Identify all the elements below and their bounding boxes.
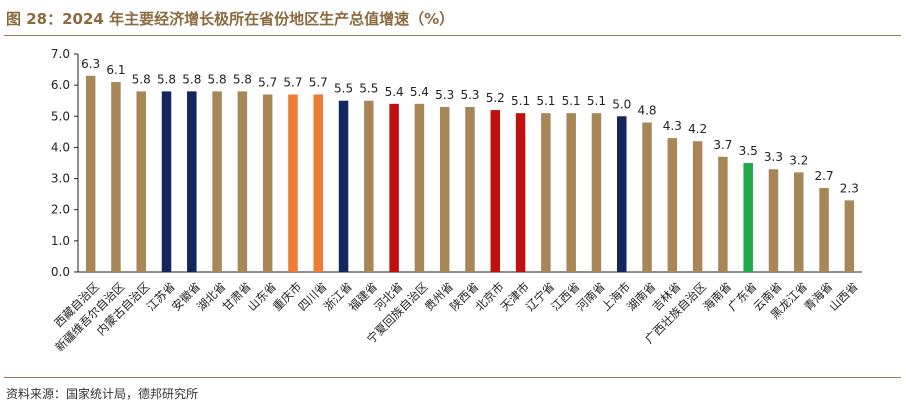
data-label: 5.2 (486, 91, 505, 105)
data-labels-group: 6.3 6.1 5.8 5.8 5.8 5.8 5.8 5.7 5.7 5.7 5.5 5.5 5.4 5… (81, 57, 859, 196)
bar-四川省 (313, 94, 324, 272)
data-label: 4.3 (663, 119, 682, 133)
bar-青海省 (819, 187, 829, 272)
bar-山东省 (262, 94, 273, 272)
data-label: 3.2 (789, 153, 808, 167)
bar-湖北省 (212, 91, 222, 272)
bar-安徽省 (187, 91, 197, 272)
data-label: 4.2 (688, 122, 707, 136)
bar-河北省 (389, 103, 399, 272)
data-label: 5.7 (258, 75, 277, 89)
bar-贵州省 (439, 106, 450, 272)
bar-北京市 (490, 110, 501, 272)
data-label: 5.1 (511, 94, 530, 108)
data-label: 5.3 (460, 88, 479, 102)
bar-广西壮族自治区 (692, 141, 703, 272)
bar-吉林省 (667, 138, 678, 272)
data-label: 5.7 (309, 75, 328, 89)
bar-海南省 (718, 156, 728, 272)
bar-宁夏回族自治区 (414, 103, 425, 272)
data-label: 5.8 (182, 72, 201, 86)
data-label: 5.5 (334, 82, 353, 96)
data-label: 5.8 (208, 72, 227, 86)
data-label: 6.3 (81, 57, 100, 71)
bar-上海市 (616, 116, 627, 273)
y-tick-label: 5.0 (51, 109, 70, 123)
footer-divider (4, 377, 901, 378)
title-divider (4, 35, 901, 36)
bar-福建省 (364, 100, 374, 272)
bar-新疆维吾尔自治区 (111, 82, 121, 273)
y-tick-label: 1.0 (51, 234, 70, 248)
bar-云南省 (768, 169, 779, 272)
bar-黑龙江省 (794, 172, 804, 272)
bar-江西省 (566, 113, 576, 273)
bar-天津市 (515, 113, 526, 273)
data-label: 5.4 (410, 85, 429, 99)
y-tick-label: 7.0 (51, 47, 70, 61)
y-axis: 0.0 1.0 2.0 3.0 4.0 5.0 6.0 7.0 (51, 47, 862, 279)
data-label: 3.3 (764, 150, 783, 164)
bars-group (85, 75, 855, 273)
bar-内蒙古自治区 (136, 91, 146, 272)
data-label: 5.5 (359, 82, 378, 96)
data-label: 3.5 (739, 144, 758, 158)
chart-title: 图 28：2024 年主要经济增长极所在省份地区生产总值增速（%） (6, 10, 455, 28)
data-label: 4.8 (637, 104, 656, 118)
bar-浙江省 (338, 100, 349, 272)
data-label: 5.0 (612, 97, 631, 111)
bar-广东省 (743, 163, 753, 272)
y-tick-label: 2.0 (51, 203, 70, 217)
data-label: 5.1 (587, 94, 606, 108)
x-tick-label: 山西省 (826, 279, 860, 313)
bar-江苏省 (161, 91, 172, 272)
data-label: 5.3 (435, 88, 454, 102)
data-label: 3.7 (713, 138, 732, 152)
y-tick-label: 0.0 (51, 265, 70, 279)
bar-河南省 (591, 113, 602, 273)
data-label: 5.8 (157, 72, 176, 86)
data-label: 2.3 (840, 181, 859, 195)
bar-辽宁省 (541, 113, 551, 273)
data-label: 5.1 (536, 94, 555, 108)
source-note: 资料来源：国家统计局，德邦研究所 (6, 387, 199, 401)
data-label: 5.4 (385, 85, 404, 99)
y-tick-label: 4.0 (51, 140, 70, 154)
data-label: 5.7 (283, 75, 302, 89)
y-tick-label: 3.0 (51, 172, 70, 186)
bar-陕西省 (465, 106, 475, 272)
bar-甘肃省 (237, 91, 248, 272)
data-label: 2.7 (815, 169, 834, 183)
bar-山西省 (844, 200, 855, 272)
data-label: 5.1 (562, 94, 581, 108)
data-label: 5.8 (132, 72, 151, 86)
y-tick-label: 6.0 (51, 78, 70, 92)
bar-西藏自治区 (85, 75, 96, 272)
data-label: 5.8 (233, 72, 252, 86)
data-label: 6.1 (106, 63, 125, 77)
bar-chart: 0.0 1.0 2.0 3.0 4.0 5.0 6.0 7.0 6.3 6.1 5.8 5.8 5.8… (51, 47, 862, 354)
x-axis-labels-group: 西藏自治区新疆维吾尔自治区内蒙古自治区江苏省安徽省湖北省甘肃省山东省重庆市四川省… (51, 279, 860, 354)
bar-重庆市 (288, 94, 298, 272)
bar-湖南省 (642, 122, 652, 272)
